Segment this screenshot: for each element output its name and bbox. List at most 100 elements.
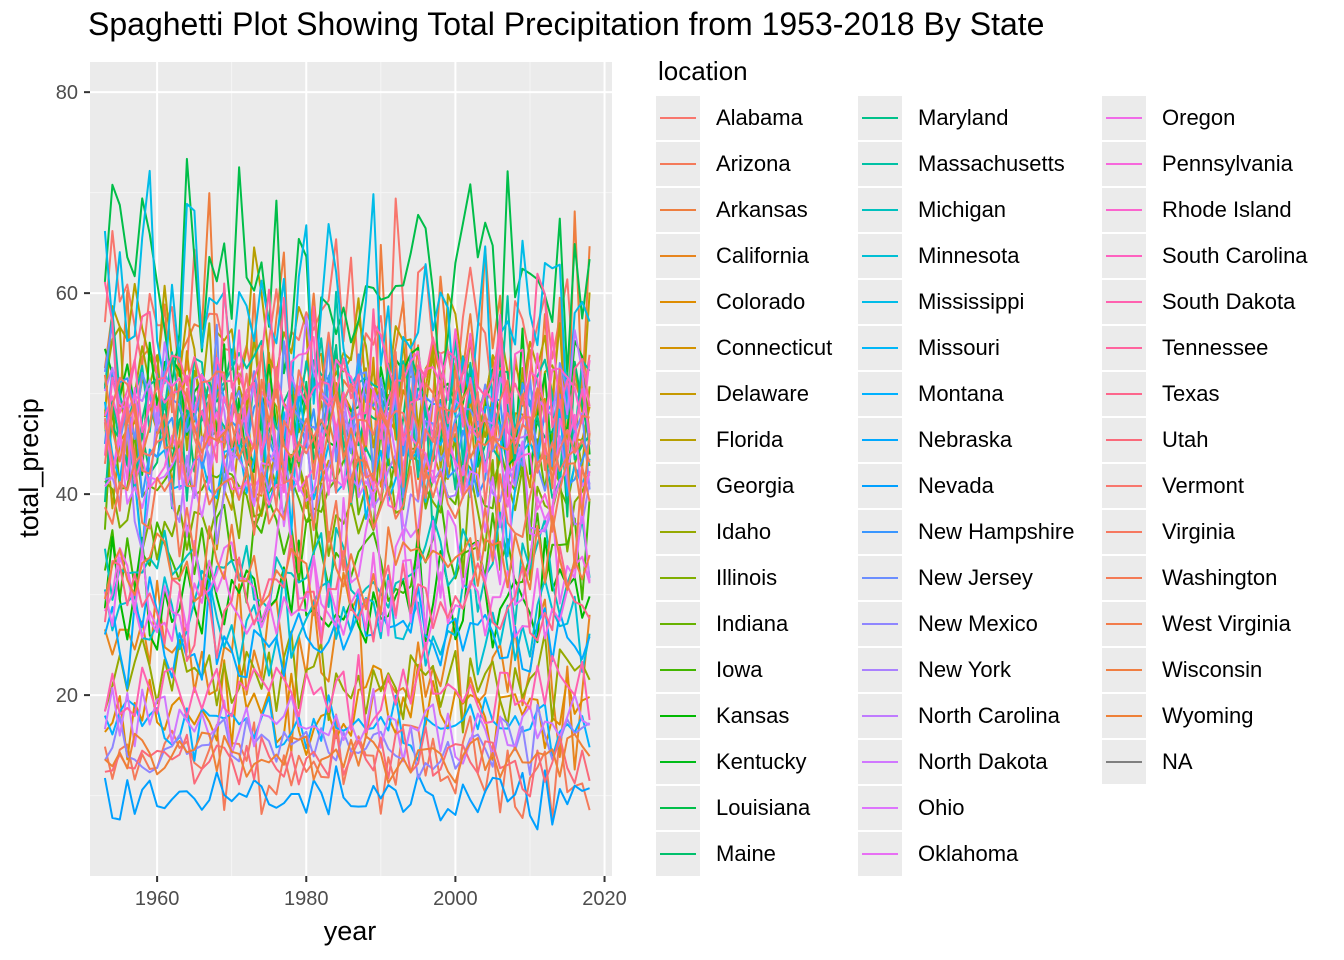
legend-swatch — [660, 255, 696, 257]
legend-item: New Mexico — [858, 601, 1038, 647]
legend-swatch — [1106, 715, 1142, 717]
legend-title: location — [658, 56, 748, 86]
legend-label: Oregon — [1162, 105, 1236, 130]
legend-item: Indiana — [656, 601, 788, 647]
legend-item: Minnesota — [858, 233, 1020, 279]
x-tick-label: 2020 — [582, 888, 627, 910]
legend-label: Pennsylvania — [1162, 151, 1293, 176]
series-line-virginia — [103, 331, 590, 508]
legend-key — [858, 510, 902, 554]
series-line-wyoming — [104, 731, 591, 784]
legend-key — [1102, 418, 1146, 462]
legend-swatch — [862, 347, 898, 349]
legend-label: Arkansas — [716, 197, 808, 222]
legend-key — [656, 510, 700, 554]
legend-item: West Virginia — [1102, 601, 1291, 647]
legend-label: Delaware — [716, 381, 809, 406]
legend: location Alabama Arizona Arkansas Californi… — [656, 56, 1308, 876]
legend-item: Colorado — [656, 279, 805, 325]
series-line-nevada — [103, 765, 590, 831]
legend-key — [656, 142, 700, 186]
legend-key — [1102, 188, 1146, 232]
legend-key — [858, 142, 902, 186]
legend-label: Idaho — [716, 519, 772, 544]
legend-item: North Carolina — [858, 693, 1060, 739]
legend-key — [656, 188, 700, 232]
series-line-west-virginia — [103, 364, 591, 516]
legend-item: North Dakota — [858, 739, 1048, 785]
legend-label: Georgia — [716, 473, 795, 498]
legend-swatch — [862, 853, 898, 855]
legend-key — [656, 234, 700, 278]
y-tick-label: 80 — [56, 82, 78, 104]
x-tick-label: 1960 — [135, 888, 180, 910]
legend-item: New York — [858, 647, 1011, 693]
legend-swatch — [862, 807, 898, 809]
legend-item: Vermont — [1102, 463, 1244, 509]
legend-swatch — [862, 117, 898, 119]
legend-item: New Hampshire — [858, 509, 1075, 555]
legend-swatch — [660, 117, 696, 119]
legend-label: Michigan — [918, 197, 1007, 222]
legend-swatch — [1106, 209, 1142, 211]
legend-label: Minnesota — [918, 243, 1020, 268]
legend-label: NA — [1162, 749, 1193, 774]
legend-label: West Virginia — [1162, 611, 1291, 636]
legend-item: Arizona — [656, 141, 791, 187]
legend-key — [1102, 96, 1146, 140]
legend-key — [858, 602, 902, 646]
legend-item: Idaho — [656, 509, 771, 555]
legend-key — [858, 556, 902, 600]
legend-label: New York — [918, 657, 1011, 682]
series-line-washington — [103, 453, 591, 574]
legend-label: Missouri — [918, 335, 1000, 360]
legend-swatch — [862, 393, 898, 395]
legend-item: Mississippi — [858, 279, 1024, 325]
legend-key — [1102, 464, 1146, 508]
legend-item: Pennsylvania — [1102, 141, 1293, 187]
legend-swatch — [660, 761, 696, 763]
legend-swatch — [1106, 255, 1142, 257]
legend-key — [1102, 602, 1146, 646]
legend-item: South Carolina — [1102, 233, 1308, 279]
series-line-mississippi — [103, 169, 591, 421]
legend-item: NA — [1102, 739, 1193, 785]
legend-swatch — [862, 761, 898, 763]
legend-key — [1102, 142, 1146, 186]
legend-swatch — [660, 715, 696, 717]
legend-label: Ohio — [918, 795, 965, 820]
legend-key — [1102, 694, 1146, 738]
legend-label: New Jersey — [918, 565, 1033, 590]
legend-label: South Dakota — [1162, 289, 1296, 314]
legend-label: Arizona — [716, 151, 791, 176]
legend-key — [858, 280, 902, 324]
legend-item: Georgia — [656, 463, 794, 509]
series-line-north-dakota — [103, 686, 591, 765]
legend-label: Montana — [918, 381, 1004, 406]
legend-label: South Carolina — [1162, 243, 1308, 268]
series-line-vermont — [103, 366, 591, 512]
legend-key — [858, 694, 902, 738]
legend-label: Kansas — [716, 703, 790, 728]
legend-item: Connecticut — [656, 325, 832, 371]
legend-swatch — [862, 623, 898, 625]
legend-key — [858, 96, 902, 140]
legend-swatch — [660, 209, 696, 211]
legend-label: Tennessee — [1162, 335, 1269, 360]
legend-item: Kentucky — [656, 739, 807, 785]
legend-swatch — [1106, 347, 1142, 349]
legend-swatch — [660, 531, 696, 533]
legend-item: Missouri — [858, 325, 1000, 371]
chart-title: Spaghetti Plot Showing Total Precipitati… — [88, 6, 1045, 42]
legend-label: North Dakota — [918, 749, 1048, 774]
legend-key — [858, 832, 902, 876]
legend-swatch — [1106, 577, 1142, 579]
legend-swatch — [862, 531, 898, 533]
legend-swatch — [660, 577, 696, 579]
legend-item: Nevada — [858, 463, 994, 509]
legend-label: Utah — [1162, 427, 1209, 452]
legend-swatch — [660, 439, 696, 441]
legend-item: Oklahoma — [858, 831, 1018, 877]
legend-swatch — [862, 485, 898, 487]
legend-swatch — [660, 669, 696, 671]
